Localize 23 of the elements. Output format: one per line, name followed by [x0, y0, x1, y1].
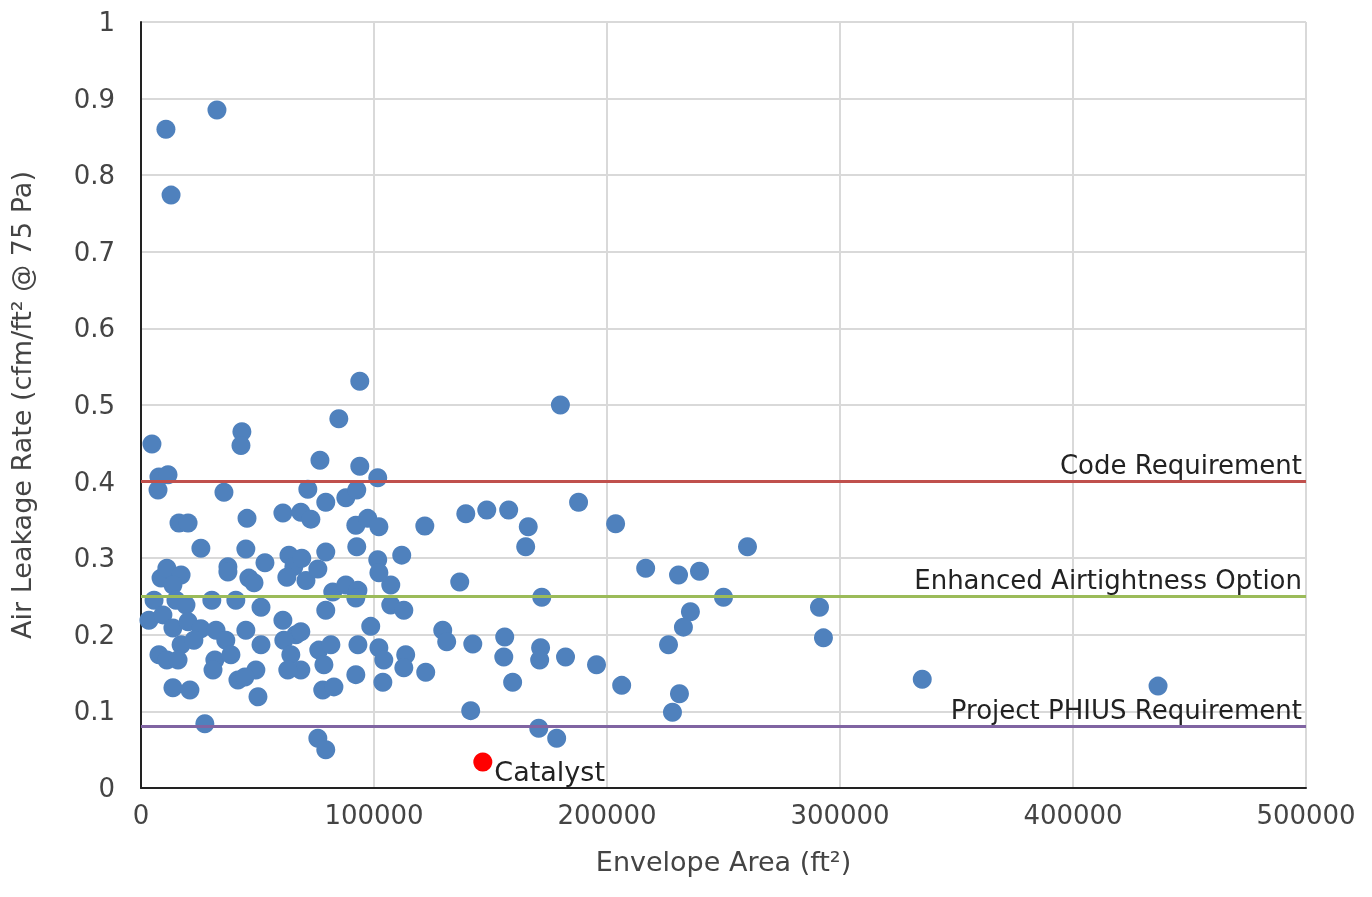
- y-tick-label: 0.3: [73, 543, 115, 574]
- y-tick-label: 0.1: [73, 696, 115, 727]
- y-axis-title: Air Leakage Rate (cfm/ft² @ 75 Pa): [6, 171, 37, 639]
- x-tick-label: 200000: [557, 800, 657, 830]
- series-label: Catalyst: [494, 756, 605, 788]
- y-tick-label: 0.5: [73, 390, 115, 420]
- x-axis-title: Envelope Area (ft²): [595, 846, 852, 877]
- y-tick-label: 0: [98, 773, 115, 803]
- ref-line-label: Project PHIUS Requirement: [950, 694, 1302, 725]
- y-tick-label: 0.8: [73, 160, 115, 191]
- x-tick-label: 0: [132, 800, 150, 830]
- y-tick-label: 1: [98, 7, 115, 37]
- x-tick-label: 400000: [1023, 800, 1123, 830]
- y-tick-label: 0.9: [73, 83, 115, 114]
- y-tick-label: 0.7: [73, 236, 115, 267]
- y-tick-label: 0.6: [73, 313, 115, 344]
- ref-line-label: Code Requirement: [1059, 449, 1302, 480]
- y-tick-label: 0.2: [73, 619, 115, 650]
- y-tick-label: 0.4: [73, 466, 115, 497]
- ref-line-label: Enhanced Airtightness Option: [914, 564, 1302, 595]
- x-tick-label: 500000: [1256, 800, 1356, 830]
- x-tick-label: 100000: [324, 800, 424, 830]
- x-tick-label: 300000: [790, 800, 890, 830]
